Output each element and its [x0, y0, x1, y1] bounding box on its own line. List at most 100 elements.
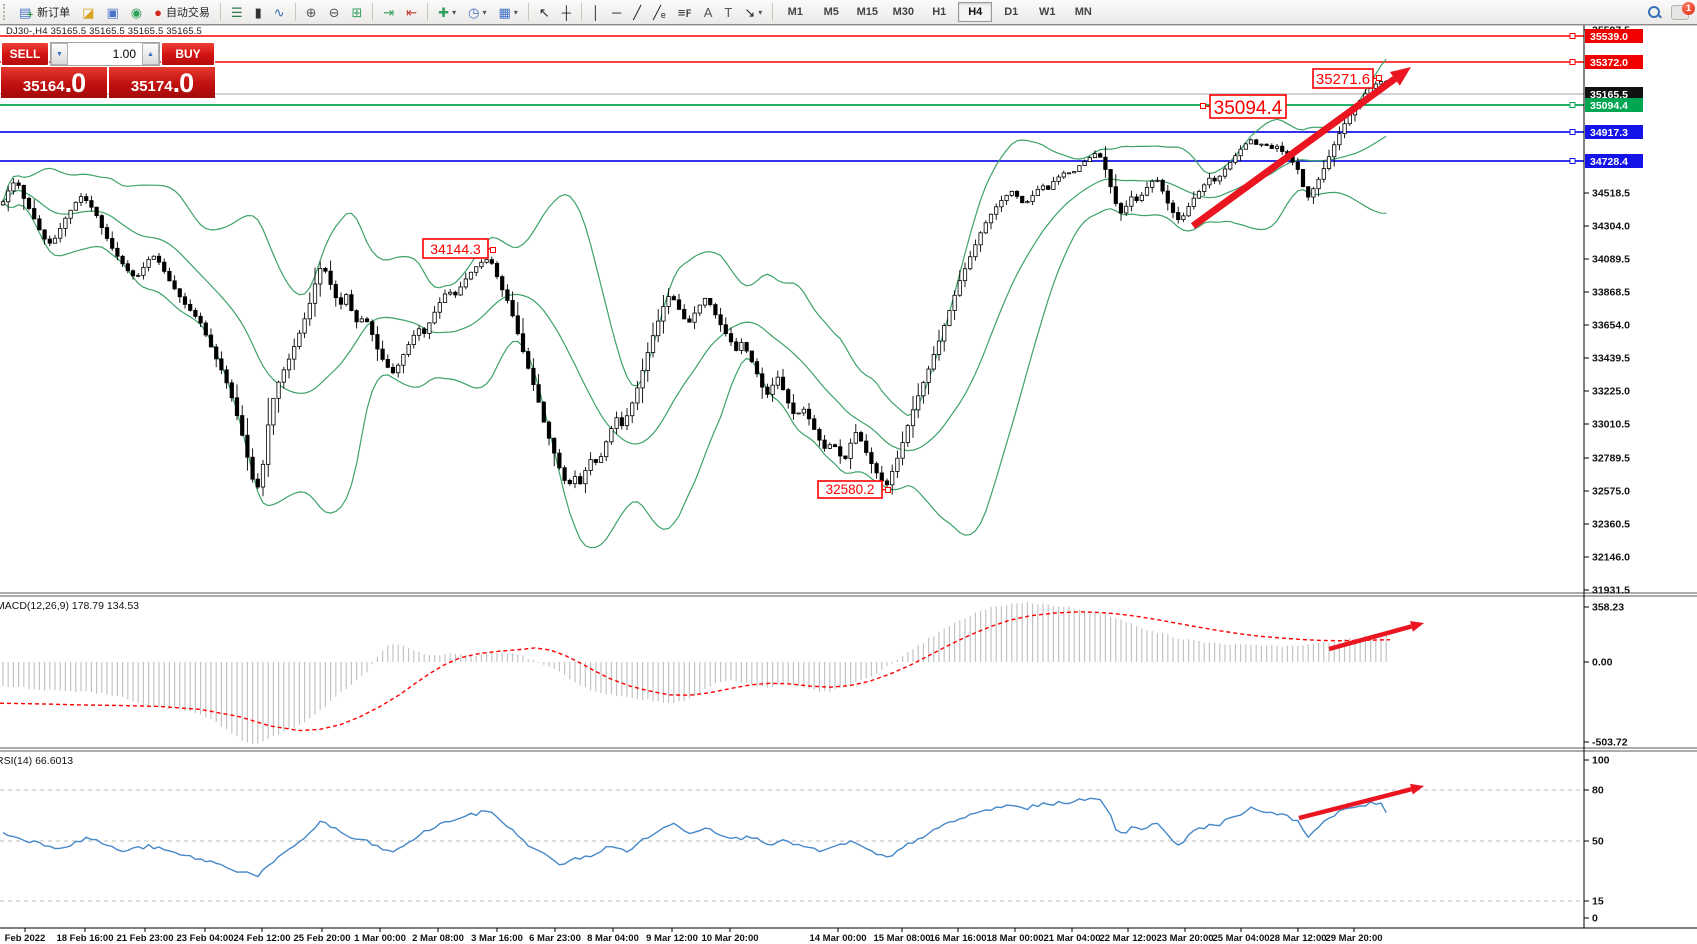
svg-text:35094.4: 35094.4 [1214, 98, 1283, 119]
volume-increase-button[interactable]: ▲ [142, 43, 159, 65]
new-order-button[interactable]: ▤ + 新订单 [14, 1, 75, 23]
macd-indicator-label: MACD(12,26,9) 178.79 134.53 [0, 600, 140, 612]
main-chart-panel[interactable] [0, 33, 1584, 549]
svg-text:0.00: 0.00 [1592, 657, 1613, 669]
timeframe-H1-button[interactable]: H1 [932, 6, 947, 18]
channel-icon[interactable]: ╱ₑ [648, 1, 671, 23]
vertical-line-icon[interactable]: │ [587, 1, 605, 23]
new-order-button-label: 新订单 [37, 7, 71, 19]
cursor-icon[interactable]: ↖ [534, 1, 555, 23]
svg-text:25 Feb 20:00: 25 Feb 20:00 [293, 933, 350, 944]
toolbar-separator [372, 3, 374, 21]
candlestick-series [0, 79, 1389, 497]
label-icon[interactable]: T [719, 1, 737, 23]
svg-text:80: 80 [1592, 785, 1604, 797]
svg-text:33225.0: 33225.0 [1592, 386, 1630, 398]
crosshair-icon[interactable]: ┼ [557, 1, 576, 23]
periods-button[interactable]: ◷ ▾ [463, 1, 491, 23]
buy-price-display[interactable]: 35174.0 [109, 67, 215, 98]
horizontal-line-icon[interactable]: ─ [607, 1, 626, 23]
signals-icon[interactable]: ◉ [126, 1, 147, 23]
terminal-icon[interactable]: ▣ [101, 1, 123, 23]
svg-text:35372.0: 35372.0 [1590, 57, 1628, 69]
line-anchor-handle[interactable] [1569, 33, 1576, 39]
label-icon: T [724, 4, 733, 20]
autotrade-button[interactable]: ● 自动交易 [149, 1, 215, 23]
price-annotation[interactable]: 34144.3 [422, 238, 496, 259]
svg-text:15: 15 [1592, 896, 1604, 908]
trend-arrow[interactable] [1190, 67, 1411, 229]
auto-scroll-icon[interactable]: ⇥ [378, 1, 399, 23]
rsi-line [2, 797, 1387, 878]
trend-arrow[interactable] [1298, 783, 1424, 821]
timeframe-H4-button[interactable]: H4 [958, 2, 993, 22]
line-anchor-handle[interactable] [1569, 129, 1576, 135]
time-axis[interactable]: Feb 2022 18 Feb 16:00 21 Feb 23:00 23 Feb 0… [5, 928, 1383, 944]
zoom-in-icon[interactable]: ⊕ [301, 1, 322, 23]
price-axis[interactable]: 35597.534518.534304.034089.533868.533654… [1584, 25, 1643, 925]
sell-price-display[interactable]: 35164.0 [1, 67, 107, 98]
text-icon: A [703, 4, 713, 20]
svg-text:24 Feb 12:00: 24 Feb 12:00 [233, 933, 290, 944]
sell-price-pips: .0 [64, 68, 87, 98]
timeframe-M30-button[interactable]: M30 [892, 6, 914, 18]
price-annotation[interactable]: 35271.6 [1312, 68, 1382, 89]
trendline-icon[interactable]: ╱ [628, 1, 646, 23]
volume-decrease-button[interactable]: ▼ [51, 43, 68, 65]
svg-text:0: 0 [1592, 913, 1598, 925]
macd-panel[interactable] [0, 601, 1391, 744]
line-anchor-handle[interactable] [1569, 59, 1576, 65]
price-annotation[interactable]: 32580.2 [817, 480, 891, 499]
price-annotation[interactable]: 35094.4 [1200, 94, 1287, 119]
svg-text:34304.0: 34304.0 [1592, 221, 1630, 233]
price-badge: 35372.0 [1585, 55, 1643, 69]
rsi-panel[interactable] [0, 789, 1584, 902]
line-anchor-handle[interactable] [1569, 102, 1576, 108]
notifications-icon[interactable]: 1 [1671, 1, 1695, 20]
bar-chart-icon[interactable]: ☰ [226, 1, 248, 23]
tile-windows-icon[interactable]: ⊞ [346, 1, 367, 23]
timeframe-M1-button[interactable]: M1 [787, 6, 803, 18]
new-order-button: ▤ [19, 4, 32, 20]
timeframe-W1-button[interactable]: W1 [1039, 6, 1056, 18]
timeframe-D1-button[interactable]: D1 [1004, 6, 1019, 18]
timeframe-M5-button[interactable]: M5 [823, 6, 839, 18]
toolbar-grip[interactable] [3, 4, 10, 20]
dropdown-caret-icon: ▾ [758, 7, 763, 17]
svg-text:32360.5: 32360.5 [1592, 519, 1630, 531]
toolbar-separator [527, 3, 529, 21]
zoom-out-icon[interactable]: ⊖ [324, 1, 345, 23]
svg-text:35094.4: 35094.4 [1590, 100, 1628, 112]
svg-text:15 Mar 08:00: 15 Mar 08:00 [873, 933, 930, 944]
templates-button[interactable]: ▦ ▾ [493, 1, 522, 23]
line-chart-icon[interactable]: ∿ [269, 1, 290, 23]
candlestick-icon[interactable]: ▮ [250, 1, 267, 23]
profiles-icon[interactable]: ◪ [77, 1, 99, 23]
price-badge: 34728.4 [1585, 154, 1643, 168]
line-anchor-handle[interactable] [1569, 158, 1576, 164]
svg-text:34144.3: 34144.3 [430, 241, 481, 257]
chart-shift-icon[interactable]: ⇤ [401, 1, 422, 23]
svg-text:-503.72: -503.72 [1592, 737, 1628, 749]
toolbar-separator [219, 3, 221, 21]
indicators-button[interactable]: ✚ ▾ [433, 1, 461, 23]
tile-windows-icon: ⊞ [351, 4, 363, 20]
timeframe-MN-button[interactable]: MN [1074, 6, 1092, 18]
autotrade-button: ● [154, 4, 162, 20]
text-icon[interactable]: A [699, 1, 718, 23]
fibonacci-icon[interactable]: ≡ꜰ [673, 1, 697, 23]
timeframe-M15-button[interactable]: M15 [856, 6, 878, 18]
toolbar-separator [294, 3, 296, 21]
search-icon[interactable] [1647, 5, 1662, 19]
svg-text:33010.5: 33010.5 [1592, 419, 1630, 431]
sell-button[interactable]: SELL [1, 42, 49, 66]
buy-button[interactable]: BUY [161, 42, 215, 66]
volume-input[interactable]: 1.00 [112, 47, 136, 61]
trend-arrow[interactable] [1328, 621, 1424, 652]
svg-text:18 Mar 00:00: 18 Mar 00:00 [986, 933, 1043, 944]
buy-price-pips: .0 [172, 68, 195, 98]
arrows-icon[interactable]: ↘ ▾ [739, 1, 767, 23]
svg-text:34728.4: 34728.4 [1590, 156, 1628, 168]
